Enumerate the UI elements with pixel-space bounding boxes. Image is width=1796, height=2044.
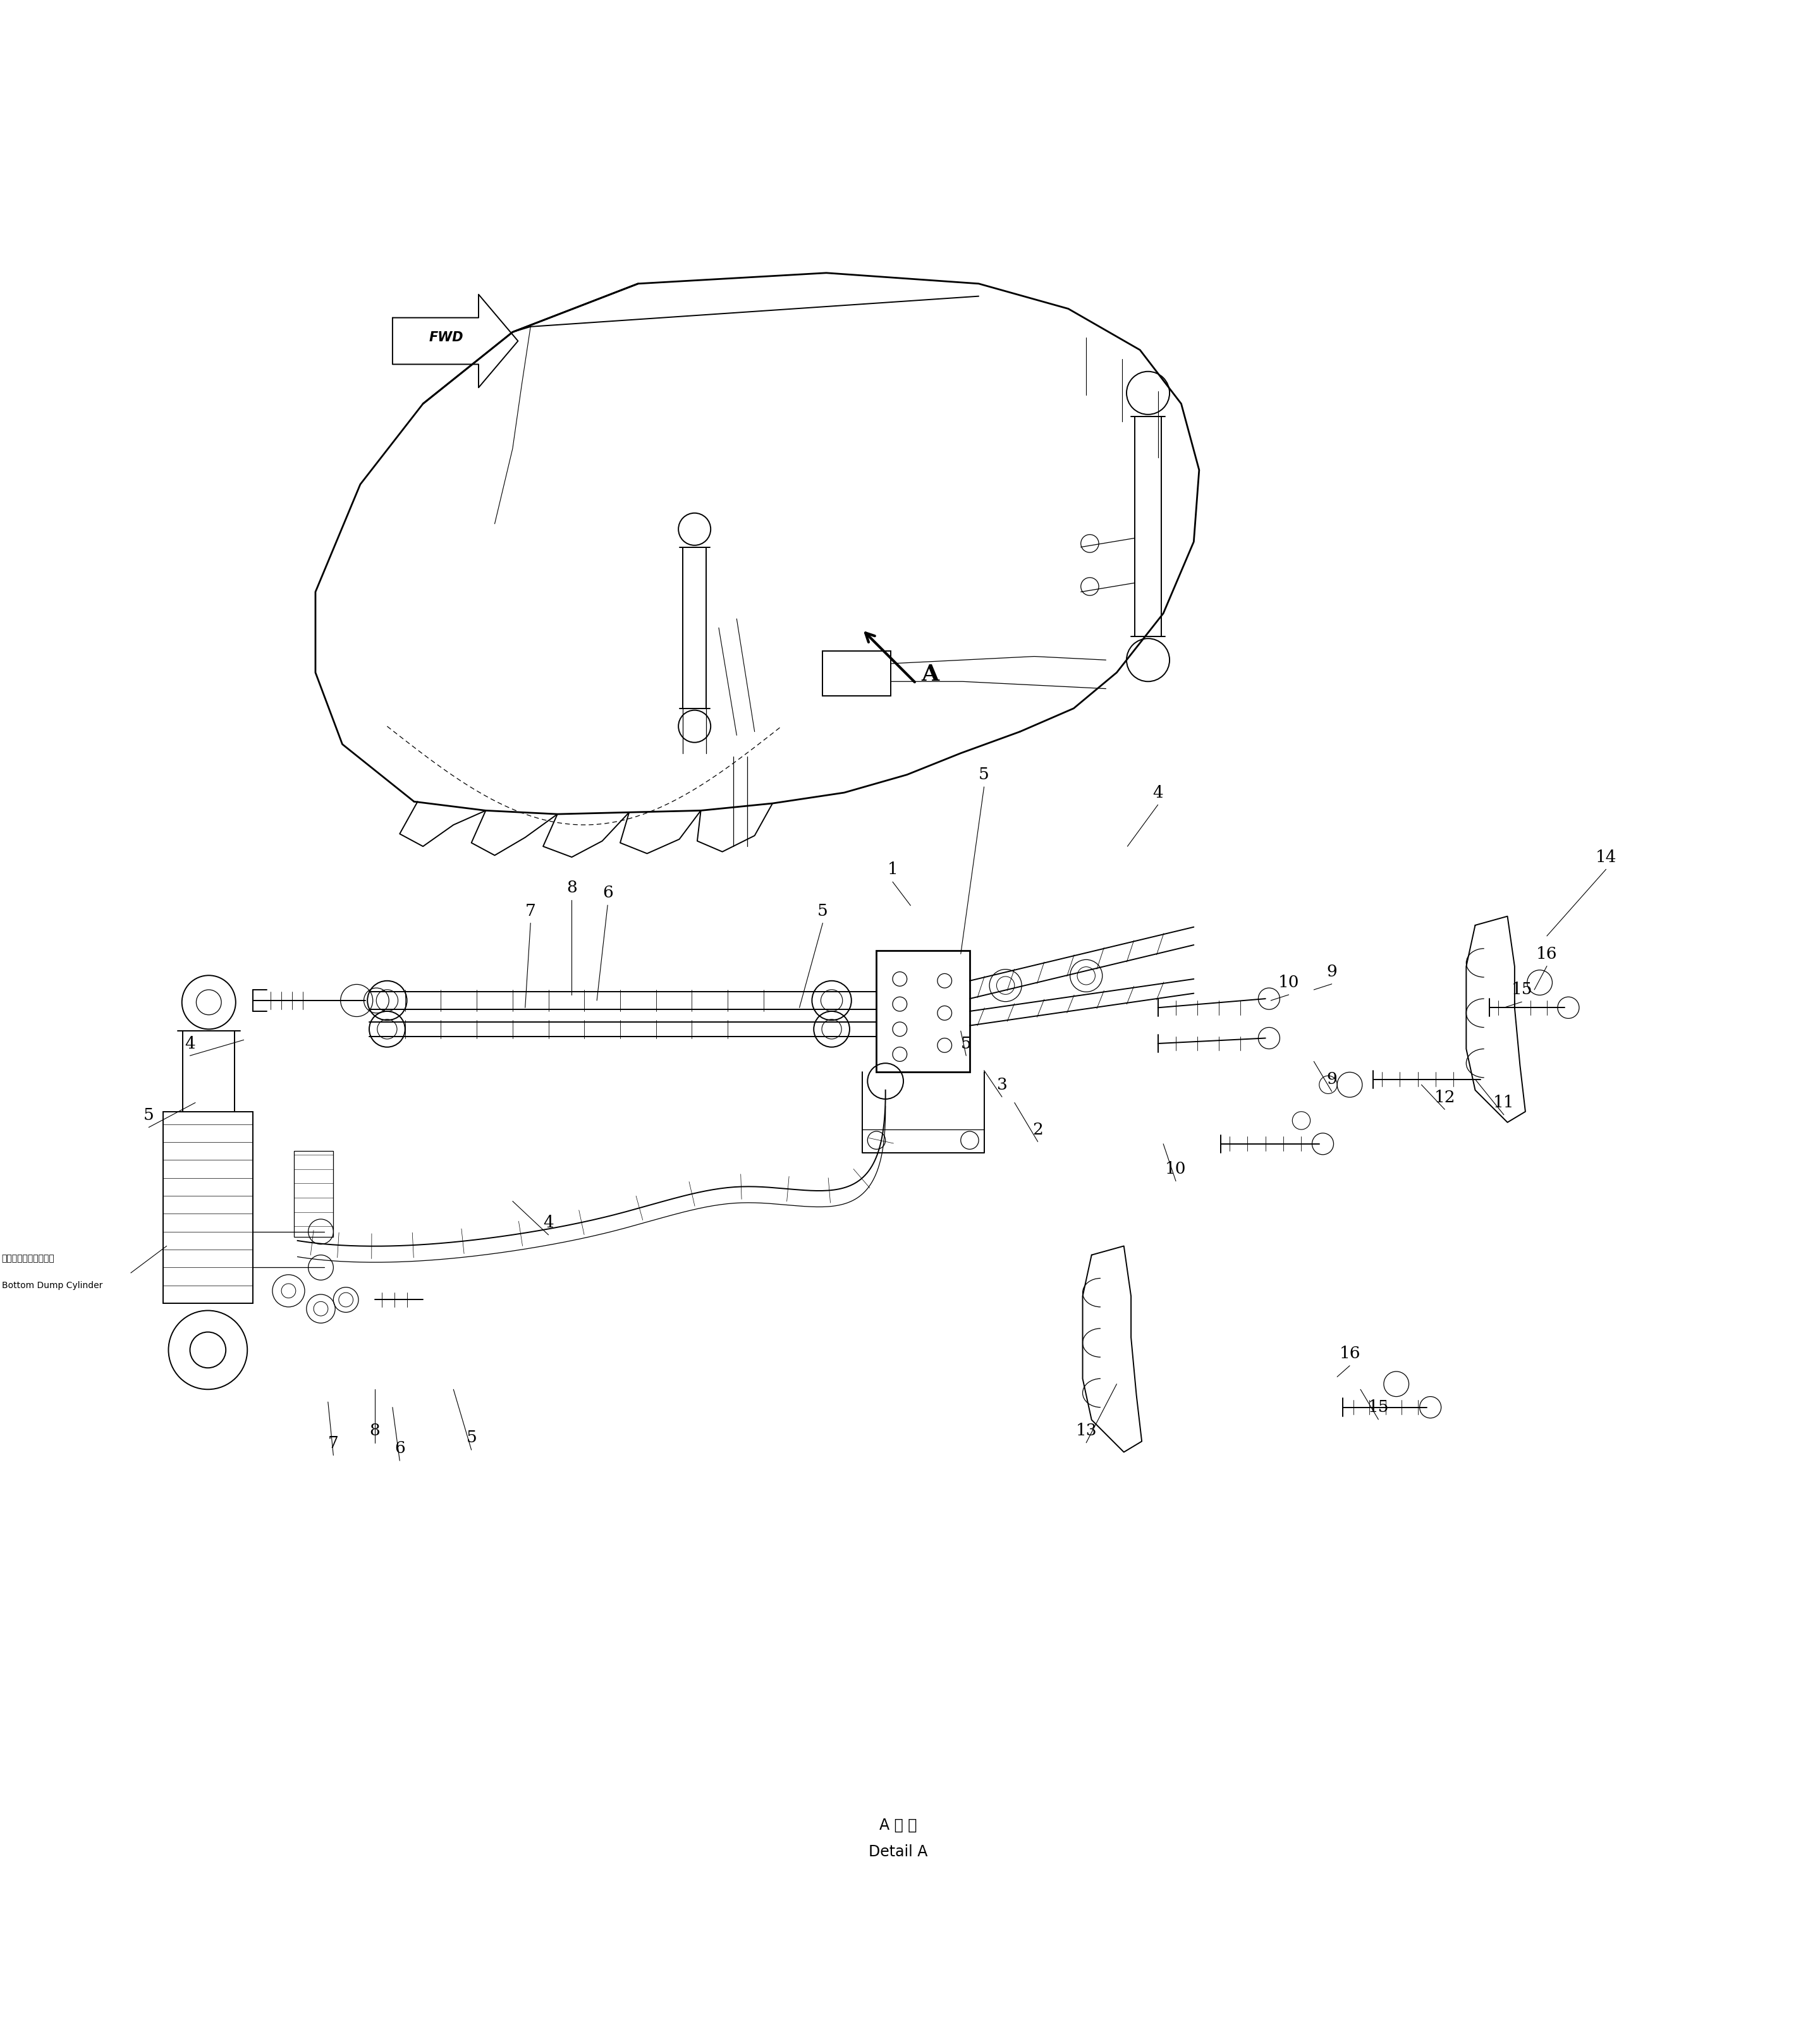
- Text: 7: 7: [329, 1435, 339, 1451]
- Text: 13: 13: [1076, 1423, 1097, 1439]
- Text: 16: 16: [1536, 946, 1557, 963]
- Text: 10: 10: [1279, 975, 1299, 991]
- Text: FWD: FWD: [429, 331, 463, 343]
- Text: 6: 6: [602, 885, 612, 901]
- Text: 9: 9: [1327, 1071, 1336, 1087]
- Text: 7: 7: [524, 903, 535, 920]
- Text: 5: 5: [467, 1431, 476, 1445]
- Bar: [823, 652, 891, 695]
- Text: 14: 14: [1595, 848, 1616, 865]
- Text: 6: 6: [395, 1441, 404, 1457]
- Text: 15: 15: [1369, 1400, 1388, 1414]
- Text: 10: 10: [1166, 1161, 1187, 1177]
- Bar: [163, 1112, 253, 1304]
- Text: A 詳 細: A 詳 細: [880, 1817, 916, 1831]
- Text: 11: 11: [1492, 1096, 1514, 1110]
- Text: 4: 4: [185, 1036, 196, 1051]
- Text: 4: 4: [542, 1214, 553, 1230]
- Text: 5: 5: [144, 1108, 154, 1122]
- Text: ボトムダンプシリンダ: ボトムダンプシリンダ: [2, 1255, 54, 1263]
- Text: 12: 12: [1433, 1089, 1455, 1106]
- Text: 4: 4: [1153, 785, 1164, 801]
- Text: Detail A: Detail A: [869, 1844, 927, 1860]
- Text: 16: 16: [1340, 1345, 1360, 1361]
- Text: 5: 5: [817, 903, 828, 920]
- Text: 5: 5: [961, 1036, 972, 1051]
- Bar: [295, 1151, 334, 1237]
- Text: A: A: [921, 664, 939, 685]
- Text: 9: 9: [1327, 965, 1336, 979]
- Text: 8: 8: [370, 1423, 381, 1439]
- Text: 5: 5: [979, 766, 990, 783]
- Text: 2: 2: [1033, 1122, 1043, 1136]
- Text: 3: 3: [997, 1077, 1008, 1094]
- Text: 15: 15: [1510, 981, 1532, 997]
- Text: 1: 1: [887, 863, 898, 877]
- Text: 8: 8: [566, 879, 577, 895]
- Text: Bottom Dump Cylinder: Bottom Dump Cylinder: [2, 1282, 102, 1290]
- Bar: [876, 950, 970, 1073]
